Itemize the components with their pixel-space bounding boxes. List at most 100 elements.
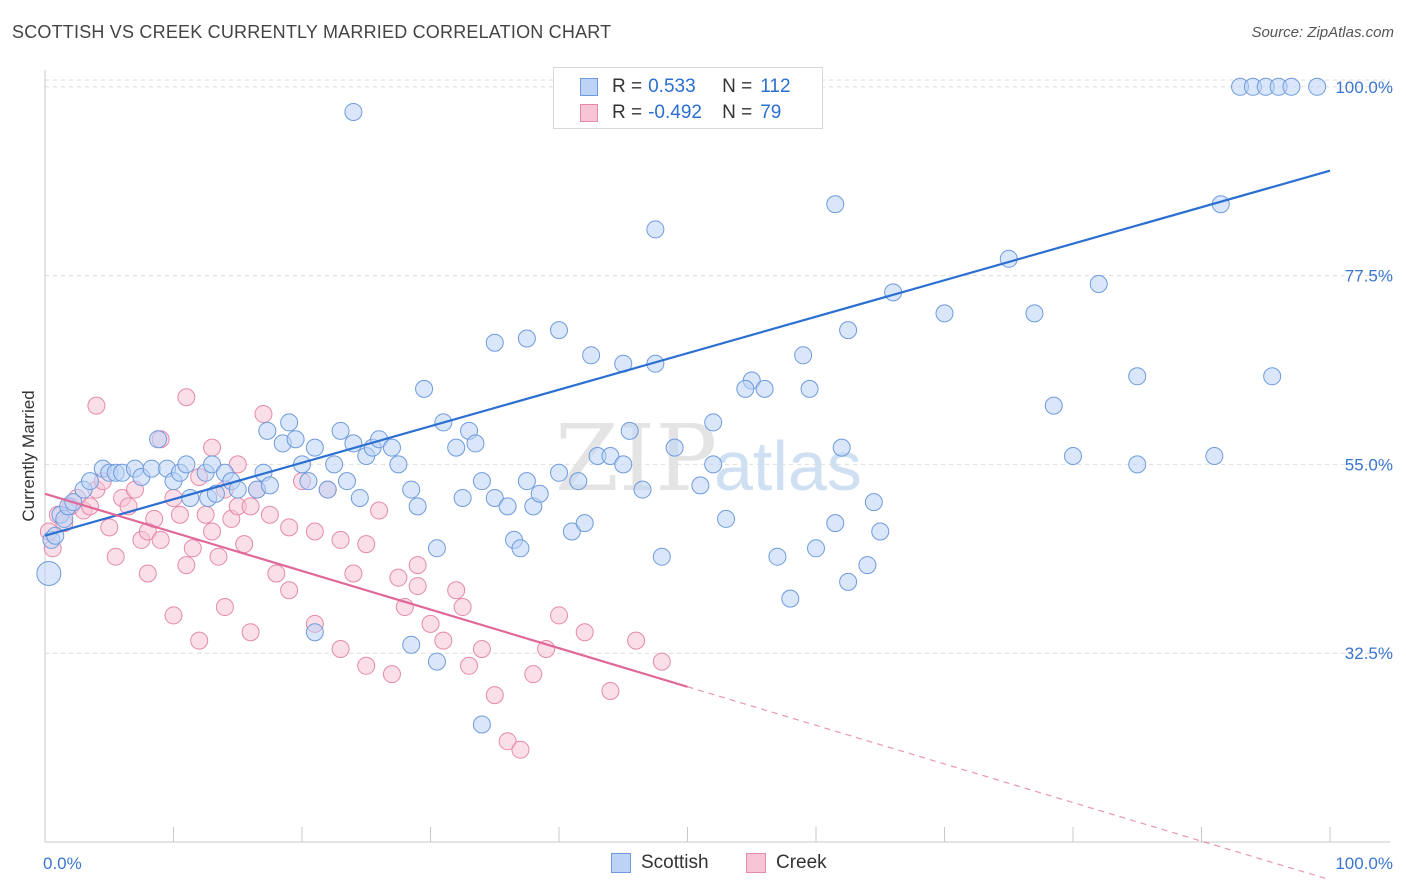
creek-point-55	[524, 665, 543, 684]
creek-point-41	[357, 535, 376, 554]
scottish-point-103	[839, 321, 858, 340]
creek-point-34	[267, 564, 286, 583]
scottish-point-70	[575, 514, 594, 533]
scottish-point-101	[736, 379, 755, 398]
scottish-point-59	[472, 472, 491, 491]
scottish-point-52	[427, 539, 446, 558]
scottish-point-66	[530, 484, 549, 503]
scottish-point-80	[717, 509, 736, 528]
creek-point-67	[254, 405, 273, 424]
scottish-point-126	[1205, 447, 1224, 465]
scottish-point-89	[864, 493, 883, 512]
scottish-point-16	[149, 430, 168, 449]
scottish-point-32	[258, 421, 277, 440]
creek-legend-swatch	[746, 853, 766, 873]
scottish-point-39	[318, 480, 337, 499]
n-value-creek: 79	[760, 102, 782, 123]
scottish-point-55	[447, 438, 466, 457]
legend-row-creek: R = -0.492 N = 79	[580, 102, 781, 124]
creek-point-46	[421, 614, 440, 633]
scottish-point-31	[260, 476, 279, 495]
scottish-point-50	[402, 480, 421, 499]
scottish-point-76	[652, 547, 671, 566]
scottish-point-20	[177, 455, 196, 474]
scottish-point-74	[633, 480, 652, 499]
scottish-point-77	[665, 438, 684, 457]
scottish-point-56	[453, 488, 472, 507]
creek-point-21	[177, 556, 196, 575]
scottish-point-118	[1308, 77, 1327, 96]
scottish-legend-swatch	[611, 853, 631, 873]
scottish-point-93	[427, 652, 446, 671]
creek-point-22	[183, 539, 202, 558]
scottish-point-95	[517, 329, 536, 348]
y-axis-title: Currently Married	[19, 390, 38, 521]
scottish-point-119	[344, 102, 363, 121]
x-tick-label-max: 100.0%	[1335, 854, 1393, 873]
creek-point-10	[100, 518, 119, 537]
y-tick-label-3: 100.0%	[1335, 78, 1393, 97]
scottish-point-53	[415, 379, 434, 398]
creek-point-31	[241, 497, 260, 516]
legend-row-scottish: R = 0.533 N = 112	[580, 76, 791, 98]
creek-point-73	[408, 556, 427, 575]
scottish-point-86	[826, 514, 845, 533]
scottish-point-75	[620, 421, 639, 440]
creek-point-66	[228, 455, 247, 474]
creek-trend-line-extension	[687, 686, 1331, 881]
scottish-point-90	[871, 522, 890, 541]
scottish-point-38	[305, 438, 324, 457]
scottish-point-92	[402, 635, 421, 654]
creek-legend-label: Creek	[776, 852, 827, 873]
scottish-point-60	[485, 488, 504, 507]
scottish-point-0	[36, 560, 62, 586]
scottish-point-88	[858, 556, 877, 575]
y-tick-label-1: 55.0%	[1345, 455, 1393, 474]
creek-point-62	[87, 396, 106, 415]
scottish-point-125	[832, 438, 851, 457]
scottish-point-105	[935, 304, 954, 323]
scottish-point-123	[1128, 455, 1147, 474]
scottish-swatch	[580, 78, 598, 96]
creek-point-77	[138, 564, 157, 583]
scottish-point-124	[800, 379, 819, 398]
creek-point-57	[550, 606, 568, 625]
scottish-point-25	[203, 455, 222, 474]
y-tick-label-2: 77.5%	[1345, 267, 1393, 286]
legend-item-creek[interactable]: Creek	[746, 852, 827, 874]
r-label: R =	[612, 102, 643, 123]
creek-point-42	[370, 501, 389, 520]
scottish-point-63	[511, 539, 530, 558]
creek-point-47	[434, 631, 453, 650]
scottish-point-100	[704, 413, 723, 432]
watermark-atlas: atlas	[714, 427, 862, 505]
scottish-point-85	[807, 539, 825, 558]
scottish-point-91	[305, 623, 324, 642]
n-label: N =	[722, 76, 753, 97]
scottish-point-67	[550, 463, 568, 482]
scottish-point-108	[1044, 396, 1063, 415]
legend-item-scottish[interactable]: Scottish	[611, 852, 709, 874]
creek-point-54	[511, 740, 530, 759]
creek-point-11	[106, 547, 125, 566]
scottish-point-15	[142, 459, 161, 478]
scottish-point-87	[839, 572, 858, 591]
scottish-point-49	[389, 455, 408, 474]
scottish-point-41	[337, 472, 356, 491]
scottish-point-58	[466, 434, 485, 453]
creek-point-65	[203, 438, 222, 457]
creek-point-72	[382, 665, 401, 684]
creek-point-49	[453, 598, 472, 617]
creek-trend-line	[44, 492, 688, 688]
r-value-creek: -0.492	[648, 102, 702, 123]
scottish-point-42	[331, 421, 350, 440]
scottish-point-73	[614, 455, 633, 474]
scottish-point-68	[562, 522, 581, 541]
scottish-point-127	[472, 715, 491, 734]
y-tick-label-0: 32.5%	[1345, 644, 1393, 663]
creek-point-37	[305, 522, 324, 541]
scottish-point-69	[569, 472, 588, 491]
scottish-point-84	[781, 589, 800, 608]
creek-point-30	[235, 535, 254, 554]
scottish-trend-line	[44, 169, 1331, 537]
